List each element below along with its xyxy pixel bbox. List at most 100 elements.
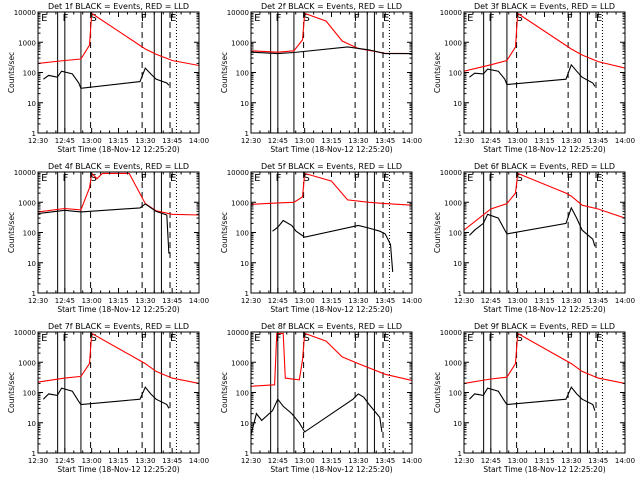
x-tick-label: 12:30 [454, 297, 474, 305]
chart-title: Det 6f BLACK = Events, RED = LLD [474, 162, 615, 171]
y-tick-label: 10000 [227, 169, 249, 177]
y-tick-label: 1000 [231, 359, 249, 367]
x-tick-label: 13:15 [321, 297, 341, 305]
y-tick-label: 1000 [18, 39, 36, 47]
x-axis-label: Start Time (18-Nov-12 12:25:20) [483, 305, 605, 314]
region-label: F [354, 173, 360, 184]
lld-series-line [464, 172, 625, 231]
y-tick-label: 10000 [227, 329, 249, 337]
x-axis-label: Start Time (18-Nov-12 12:25:20) [57, 305, 179, 314]
x-tick-label: 14:00 [402, 297, 422, 305]
chart-title: Det 8f BLACK = Events, RED = LLD [261, 322, 402, 331]
region-label: F [567, 13, 573, 24]
events-series-line [43, 67, 170, 89]
region-label: F [489, 173, 495, 184]
x-tick-label: 12:45 [481, 457, 501, 465]
x-tick-label: 13:45 [375, 137, 395, 145]
region-label: F [567, 333, 573, 344]
region-label: F [141, 173, 147, 184]
y-tick-label: 10 [240, 420, 249, 428]
region-label: E [170, 13, 176, 24]
y-tick-label: 10000 [14, 329, 36, 337]
y-axis-label: Counts/sec [433, 372, 442, 413]
y-tick-label: 10 [453, 420, 462, 428]
x-tick-label: 14:00 [189, 457, 209, 465]
x-tick-label: 12:45 [481, 297, 501, 305]
y-tick-label: 10000 [440, 169, 462, 177]
lld-series-line [251, 332, 412, 387]
region-label: F [63, 333, 69, 344]
plot-frame [250, 11, 413, 134]
x-tick-label: 13:30 [561, 457, 581, 465]
region-label: F [276, 173, 282, 184]
x-tick-label: 13:45 [162, 457, 182, 465]
y-tick-label: 10 [240, 100, 249, 108]
plot-frame [463, 11, 626, 134]
x-tick-label: 13:45 [375, 457, 395, 465]
events-series-line [251, 46, 412, 55]
region-label: E [41, 13, 47, 24]
chart-title: Det 4f BLACK = Events, RED = LLD [48, 162, 189, 171]
y-axis-label: Counts/sec [433, 212, 442, 253]
y-tick-label: 1 [245, 290, 249, 298]
plot-frame [250, 331, 413, 454]
region-label: E [170, 173, 176, 184]
y-tick-label: 10 [27, 260, 36, 268]
x-tick-label: 13:45 [162, 297, 182, 305]
x-tick-label: 13:00 [295, 297, 315, 305]
y-axis-label: Counts/sec [7, 212, 16, 253]
x-tick-label: 13:00 [82, 297, 102, 305]
events-series-line [469, 63, 596, 87]
y-tick-label: 100 [236, 390, 249, 398]
lld-series-line [251, 172, 412, 206]
y-tick-label: 10000 [227, 9, 249, 17]
region-label: E [383, 333, 389, 344]
y-tick-label: 10 [27, 420, 36, 428]
region-label: E [383, 13, 389, 24]
x-tick-label: 12:45 [481, 137, 501, 145]
x-tick-label: 13:15 [534, 137, 554, 145]
region-label: S [304, 13, 310, 24]
events-series-line [469, 386, 596, 411]
chart-title: Det 7f BLACK = Events, RED = LLD [48, 322, 189, 331]
y-tick-label: 1 [32, 450, 36, 458]
x-tick-label: 13:45 [375, 297, 395, 305]
x-tick-label: 13:15 [108, 137, 128, 145]
x-tick-label: 12:45 [268, 297, 288, 305]
region-label: S [517, 13, 523, 24]
x-tick-label: 13:15 [321, 457, 341, 465]
x-tick-label: 13:00 [508, 457, 528, 465]
x-tick-label: 14:00 [189, 297, 209, 305]
x-tick-label: 13:00 [295, 457, 315, 465]
y-tick-label: 100 [449, 390, 462, 398]
y-tick-label: 10000 [440, 9, 462, 17]
chart-title: Det 9f BLACK = Events, RED = LLD [474, 322, 615, 331]
region-label: S [91, 173, 97, 184]
x-tick-label: 13:45 [588, 457, 608, 465]
x-tick-label: 13:45 [162, 137, 182, 145]
x-tick-label: 13:15 [534, 457, 554, 465]
region-label: F [141, 333, 147, 344]
y-axis-label: Counts/sec [220, 52, 229, 93]
region-label: F [489, 333, 495, 344]
y-tick-label: 10000 [440, 329, 462, 337]
y-tick-label: 1000 [18, 199, 36, 207]
y-tick-label: 100 [23, 390, 36, 398]
x-axis-label: Start Time (18-Nov-12 12:25:20) [57, 145, 179, 154]
y-tick-label: 10 [453, 100, 462, 108]
x-tick-label: 13:00 [82, 457, 102, 465]
x-axis-label: Start Time (18-Nov-12 12:25:20) [57, 465, 179, 474]
x-tick-label: 13:00 [295, 137, 315, 145]
x-tick-label: 12:30 [454, 457, 474, 465]
x-tick-label: 12:30 [241, 457, 261, 465]
region-label: E [596, 173, 602, 184]
chart-title: Det 5f BLACK = Events, RED = LLD [261, 162, 402, 171]
x-tick-label: 13:30 [135, 457, 155, 465]
x-axis-label: Start Time (18-Nov-12 12:25:20) [483, 465, 605, 474]
